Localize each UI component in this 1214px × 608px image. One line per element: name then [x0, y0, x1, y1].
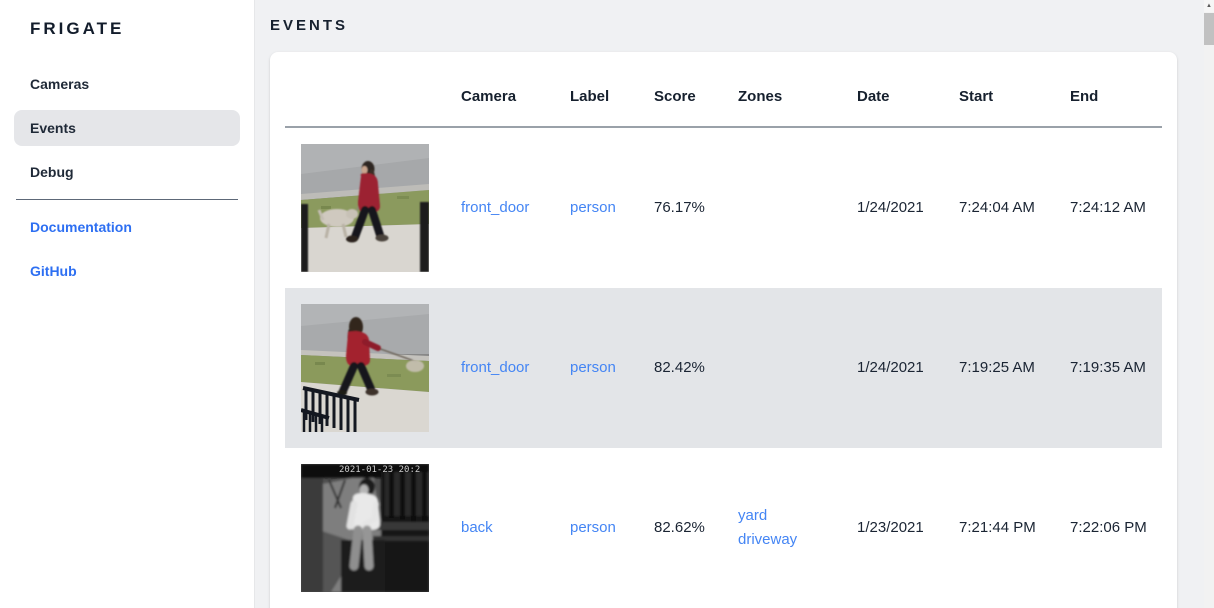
table-row-highlighted: front_door person 82.42% 1/24/2021 7:19:… [285, 288, 1162, 448]
sidebar: FRIGATE Cameras Events Debug Documentati… [0, 0, 254, 608]
event-start-time: 7:19:25 AM [959, 359, 1035, 376]
event-score: 82.42% [654, 359, 705, 376]
table-row: 2021-01-23 20:2 back person 82.62% yard … [285, 448, 1162, 608]
event-camera-link[interactable]: front_door [461, 359, 530, 376]
table-header-label: Label [570, 88, 610, 105]
scroll-up-icon: ▲ [1206, 3, 1212, 9]
sidebar-nav: Cameras Events Debug Documentation GitHu… [0, 66, 254, 289]
event-thumbnail[interactable]: 2021-01-23 20:2 [301, 464, 429, 592]
event-zone-link[interactable]: driveway [738, 531, 798, 548]
event-thumbnail[interactable] [301, 304, 429, 432]
event-score: 76.17% [654, 199, 705, 216]
event-label-link[interactable]: person [570, 359, 616, 376]
event-start-time: 7:24:04 AM [959, 199, 1035, 216]
thumbnail-cell [285, 144, 461, 272]
event-zone-link[interactable]: yard [738, 507, 768, 524]
sidebar-divider [16, 199, 238, 200]
table-header-start: Start [959, 88, 994, 105]
sidebar-item-cameras[interactable]: Cameras [30, 76, 90, 92]
event-score: 82.62% [654, 519, 705, 536]
sidebar-link-documentation[interactable]: Documentation [30, 219, 132, 235]
scrollbar-up-button[interactable]: ▲ [1204, 0, 1214, 12]
events-table: Camera Label Score Zones Date Start End [270, 52, 1177, 608]
event-label-link[interactable]: person [570, 519, 616, 536]
event-label-link[interactable]: person [570, 199, 616, 216]
event-date: 1/24/2021 [857, 359, 924, 376]
event-thumbnail[interactable] [301, 144, 429, 272]
thumbnail-timestamp: 2021-01-23 20:2 [339, 465, 420, 475]
sidebar-item-events[interactable]: Events [14, 110, 240, 146]
thumbnail-cell [285, 304, 461, 432]
event-start-time: 7:21:44 PM [959, 519, 1036, 536]
event-end-time: 7:24:12 AM [1070, 199, 1146, 216]
scrollbar-thumb[interactable] [1204, 13, 1214, 45]
event-end-time: 7:19:35 AM [1070, 359, 1146, 376]
event-camera-link[interactable]: front_door [461, 199, 530, 216]
event-zones: yard driveway [738, 504, 857, 552]
sidebar-item-debug[interactable]: Debug [30, 164, 74, 180]
table-header-end: End [1070, 88, 1099, 105]
page-title: EVENTS [270, 17, 349, 34]
table-header-date: Date [857, 88, 890, 105]
table-header-zones: Zones [738, 88, 783, 105]
table-header-camera: Camera [461, 88, 517, 105]
event-end-time: 7:22:06 PM [1070, 519, 1147, 536]
sidebar-link-github[interactable]: GitHub [30, 263, 77, 279]
event-date: 1/23/2021 [857, 519, 924, 536]
events-card: Camera Label Score Zones Date Start End [270, 52, 1177, 608]
thumbnail-cell: 2021-01-23 20:2 [285, 464, 461, 592]
table-header-row: Camera Label Score Zones Date Start End [285, 52, 1162, 128]
scrollbar[interactable]: ▲ [1204, 0, 1214, 608]
table-row: front_door person 76.17% 1/24/2021 7:24:… [285, 128, 1162, 288]
event-camera-link[interactable]: back [461, 519, 493, 536]
app-logo[interactable]: FRIGATE [30, 19, 125, 38]
table-header-score: Score [654, 88, 696, 105]
event-date: 1/24/2021 [857, 199, 924, 216]
